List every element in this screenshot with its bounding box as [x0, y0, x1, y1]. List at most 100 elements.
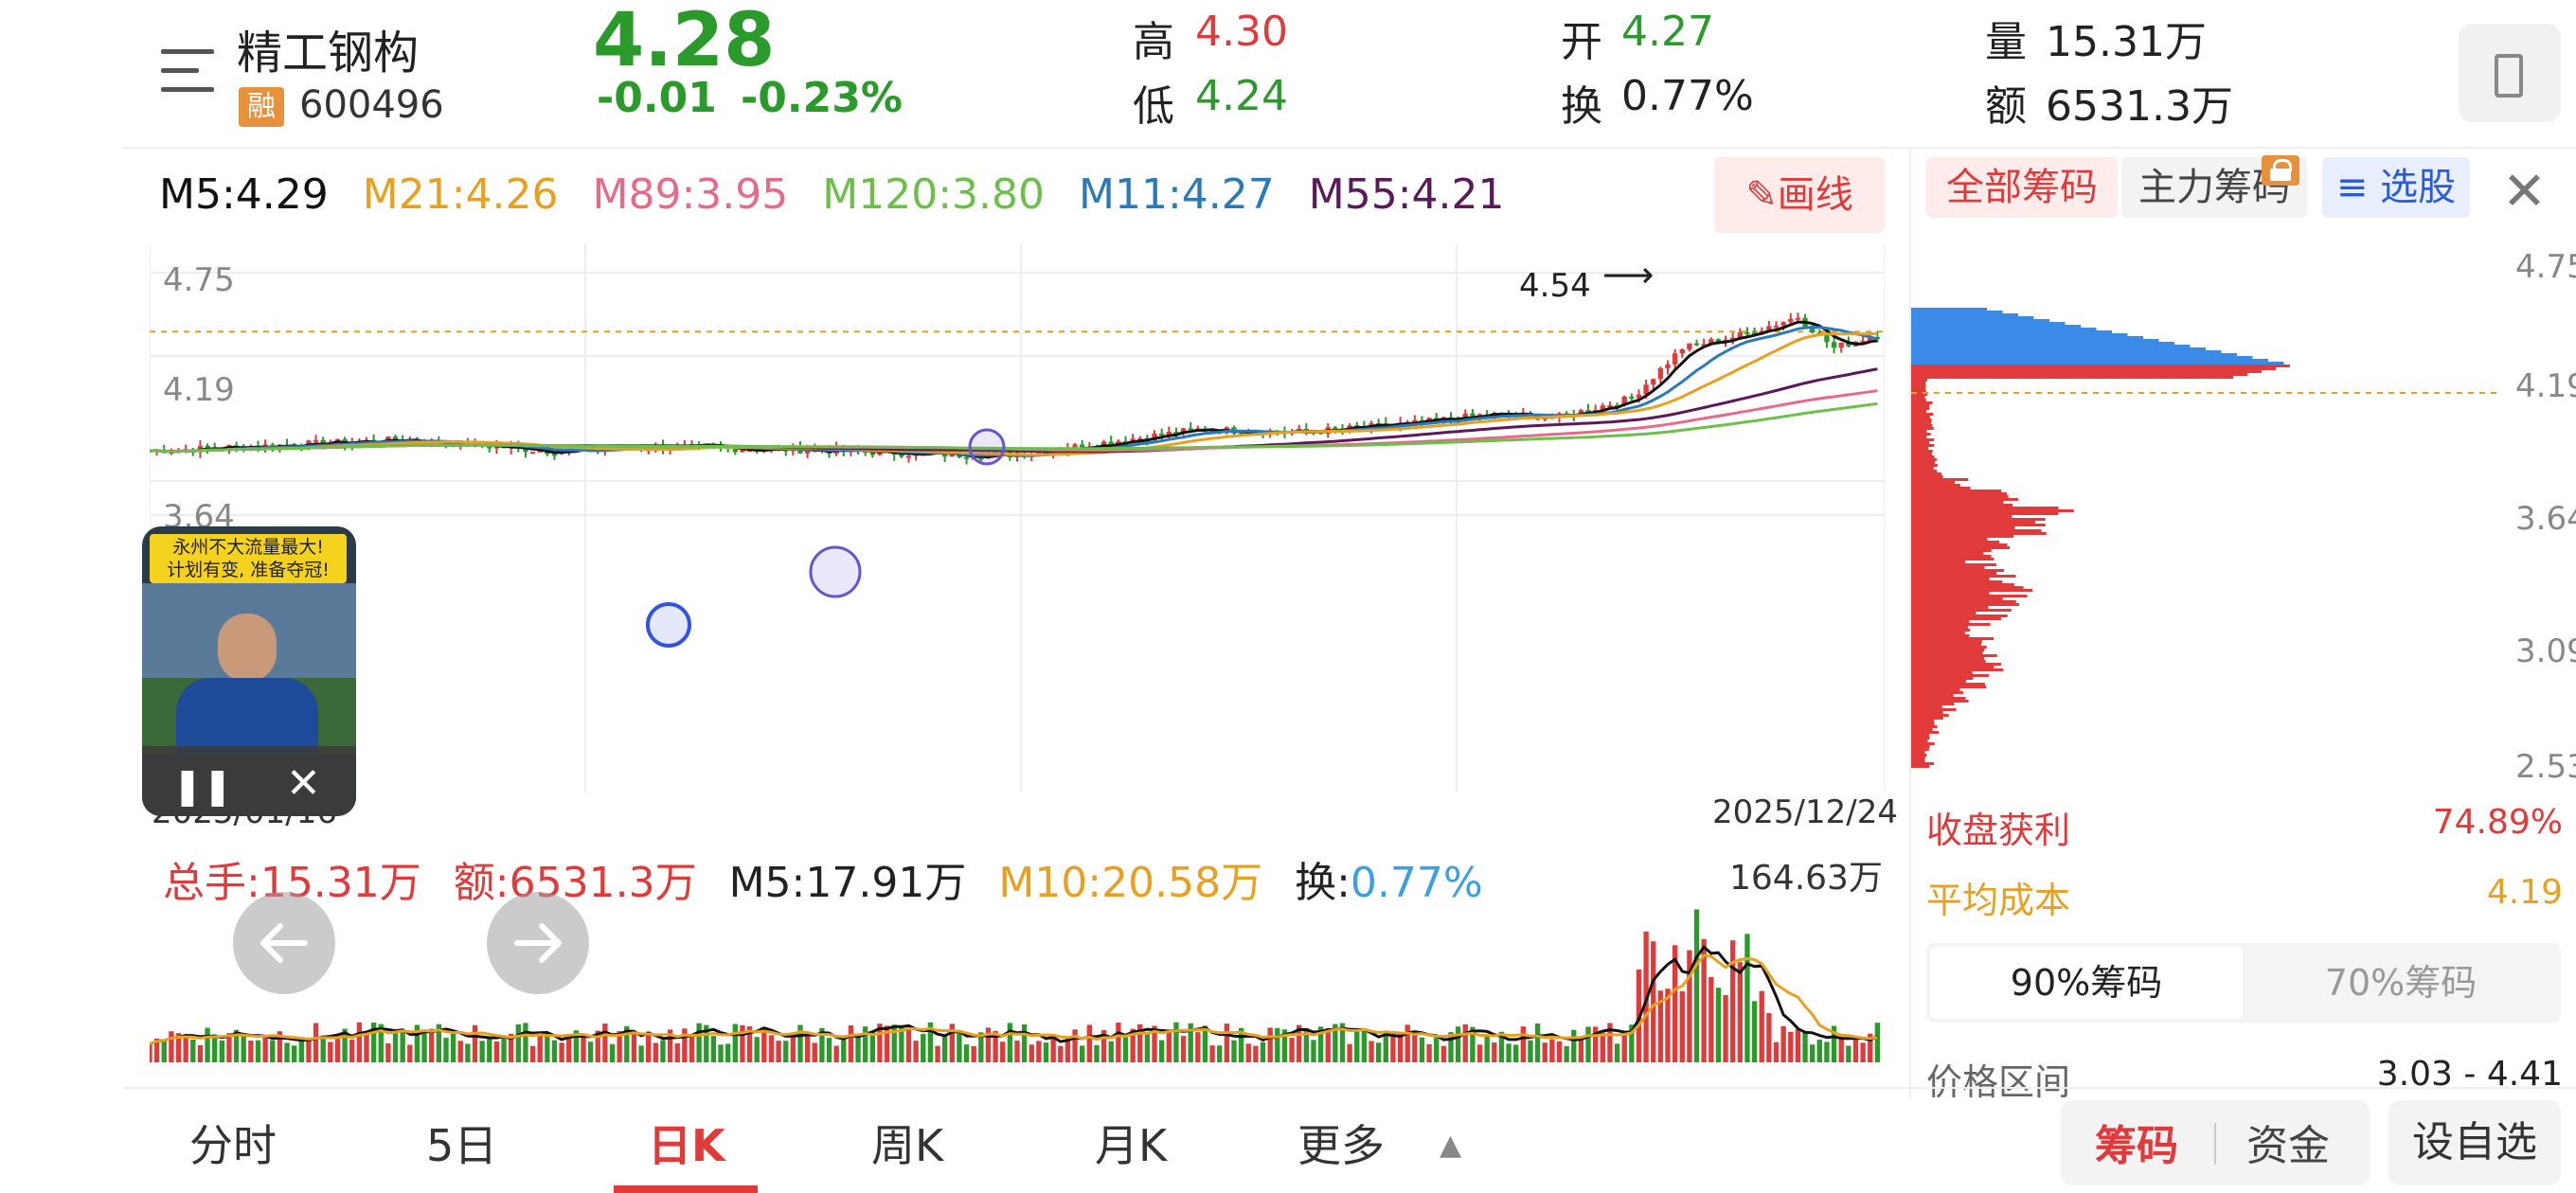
candle-body	[1809, 326, 1816, 333]
volume-bar	[1325, 1028, 1331, 1062]
volume-bar	[921, 1034, 926, 1062]
candle-body	[963, 456, 970, 459]
fund-button[interactable]: 资金	[2246, 1122, 2330, 1170]
volume-bar	[190, 1039, 196, 1062]
volume-bar	[1217, 1045, 1223, 1062]
stock-code: 600496	[299, 83, 444, 127]
chip-bar	[1911, 649, 1985, 651]
arrow-right-icon	[514, 923, 562, 963]
candle-body	[205, 445, 210, 448]
vol-amount: 额:6531.3万	[453, 859, 697, 907]
volume-bar	[150, 1043, 152, 1062]
close-video-icon[interactable]: ✕	[286, 759, 321, 808]
volume-bar	[183, 1034, 188, 1062]
close-icon[interactable]: ✕	[2502, 161, 2547, 223]
candle-body	[1180, 428, 1187, 435]
volume-bar	[306, 1040, 312, 1062]
add-watchlist-button[interactable]: 设自选	[2388, 1100, 2561, 1185]
rotate-screen-button[interactable]	[2459, 24, 2561, 122]
draw-line-button[interactable]: ✎画线	[1714, 157, 1885, 233]
volume-bar	[790, 1036, 796, 1062]
chip-bar	[1911, 538, 1988, 541]
tab-5day[interactable]: 5日	[426, 1120, 498, 1171]
candle-body	[1788, 318, 1794, 323]
phone-icon	[2495, 54, 2523, 98]
volume-bar	[1130, 1028, 1136, 1062]
volume-bar	[891, 1024, 897, 1062]
high-value: 4.30	[1195, 8, 1288, 56]
volume-bar	[241, 1033, 246, 1062]
chip-bar	[1911, 703, 1955, 705]
volume-bar	[342, 1028, 348, 1062]
ma21-line	[150, 331, 1878, 456]
volume-bar	[443, 1038, 449, 1062]
volume-bar	[1014, 1041, 1020, 1062]
chip-bar	[1911, 632, 1965, 634]
chip-bar	[1911, 444, 1935, 447]
volume-bar	[1831, 1025, 1837, 1062]
avg-cost-label: 平均成本	[1926, 880, 2071, 921]
list-icon: ≡	[2335, 166, 2381, 209]
chip-bar	[1911, 416, 1930, 418]
tab-all-chips[interactable]: 全部筹码	[1926, 157, 2118, 218]
seg-70-button[interactable]: 70%筹码	[2324, 962, 2478, 1004]
seg-90-button[interactable]: 90%筹码	[1930, 947, 2243, 1019]
tab-intraday[interactable]: 分时	[189, 1120, 277, 1171]
chip-bar	[1911, 467, 1934, 470]
tab-monthly[interactable]: 月K	[1095, 1120, 1168, 1171]
kline-chart[interactable]	[150, 244, 1885, 792]
chip-bar	[1911, 666, 1995, 668]
candle-body	[1687, 343, 1692, 350]
chips-button[interactable]: 筹码	[2095, 1122, 2178, 1170]
volume-bars	[150, 909, 1881, 1062]
tab-weekly[interactable]: 周K	[871, 1120, 944, 1171]
volume-bar	[1542, 1042, 1547, 1062]
chip-bar	[1911, 646, 1987, 649]
prev-arrow-button[interactable]	[233, 892, 335, 994]
volume-chart[interactable]	[150, 843, 1885, 1064]
pause-icon[interactable]: ❚❚	[172, 765, 233, 807]
volume-bar	[378, 1024, 384, 1062]
chip-bar	[1911, 759, 1925, 762]
toggle-divider	[2214, 1123, 2216, 1165]
volume-bar	[1621, 1034, 1627, 1062]
volume-bar	[1000, 1042, 1006, 1062]
candle-body	[1621, 396, 1627, 406]
chip-bar	[1911, 691, 1963, 694]
volume-bar	[465, 1043, 471, 1062]
volume-bar	[1484, 1035, 1490, 1062]
floating-video[interactable]: 永州不大流量最大! 计划有变, 准备夺冠! ❚❚ ✕	[142, 526, 356, 816]
price-range-label: 价格区间	[1926, 1061, 2071, 1103]
next-arrow-button[interactable]	[487, 892, 589, 994]
volume-bar	[941, 1035, 948, 1062]
volume-bar	[609, 1043, 616, 1062]
volume-bar	[1209, 1045, 1215, 1062]
chip-range-toggle: 90%筹码 70%筹码	[1926, 943, 2561, 1023]
caret-up-icon[interactable]: ▲	[1440, 1129, 1462, 1162]
chip-bar	[1911, 643, 1982, 646]
volume-bar	[169, 1031, 174, 1062]
volume-bar	[515, 1024, 521, 1062]
volume-bar	[646, 1031, 652, 1062]
volume-bar	[581, 1033, 586, 1062]
tab-stock-picker[interactable]: ≡ 选股	[2322, 157, 2470, 218]
chip-bar	[1911, 453, 1932, 455]
candle-body	[1672, 353, 1678, 365]
chip-tick-1: 4.19	[2515, 367, 2576, 405]
candle-body	[978, 457, 984, 460]
menu-icon[interactable]	[161, 49, 214, 95]
volume-bar	[1693, 909, 1700, 1062]
volume-bar	[1339, 1023, 1346, 1062]
y-tick-4.19: 4.19	[163, 371, 235, 409]
volume-bar	[364, 1034, 369, 1062]
tab-daily[interactable]: 日K	[648, 1120, 725, 1171]
vol-ma10-line	[150, 953, 1878, 1046]
chip-bar	[1911, 606, 1989, 609]
tab-more[interactable]: 更多	[1297, 1120, 1385, 1171]
chip-bar	[1911, 597, 2003, 600]
chip-bar	[1911, 640, 1982, 643]
chip-bar	[1911, 566, 1985, 569]
volume-bar	[1607, 1023, 1613, 1062]
lock-icon	[2262, 155, 2299, 186]
candle-body	[1730, 337, 1736, 340]
